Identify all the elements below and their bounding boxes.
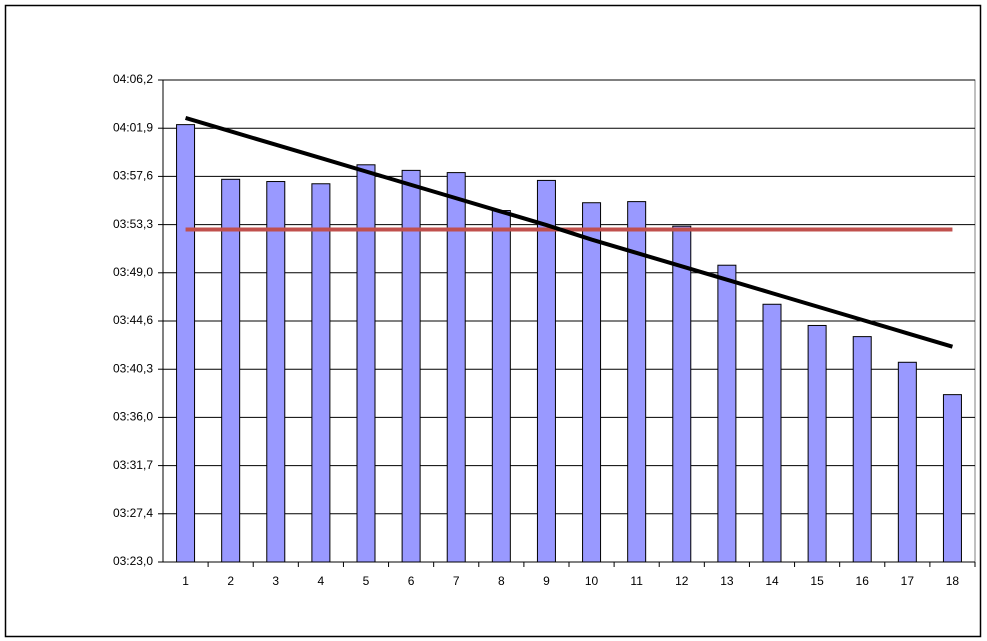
x-tick-label: 4 xyxy=(318,574,325,588)
y-tick-label: 04:06,2 xyxy=(113,72,153,86)
bar xyxy=(762,303,782,563)
y-tick-label: 03:27,4 xyxy=(113,506,153,520)
x-tick-label: 18 xyxy=(946,574,960,588)
bar xyxy=(401,169,421,563)
y-tick-label: 04:01,9 xyxy=(113,120,153,134)
x-tick-label: 17 xyxy=(901,574,915,588)
bar xyxy=(627,201,647,563)
y-tick-label: 03:40,3 xyxy=(113,361,153,375)
x-tick-label: 12 xyxy=(675,574,689,588)
bar xyxy=(176,124,196,563)
x-tick-label: 11 xyxy=(630,574,643,588)
y-tick-label: 03:31,7 xyxy=(113,458,153,472)
bar xyxy=(852,336,872,563)
bar xyxy=(266,181,286,563)
bar xyxy=(491,210,511,563)
y-tick-label: 03:44,6 xyxy=(113,313,153,327)
y-tick-label: 03:53,3 xyxy=(113,217,153,231)
bar xyxy=(446,172,466,563)
x-tick-label: 5 xyxy=(363,574,370,588)
y-tick-label: 03:36,0 xyxy=(113,410,153,424)
bar xyxy=(356,164,376,563)
x-tick-label: 7 xyxy=(453,574,460,588)
bar xyxy=(536,179,556,563)
line xyxy=(184,116,954,349)
x-tick-label: 2 xyxy=(227,574,234,588)
y-tick-label: 03:23,0 xyxy=(113,554,153,568)
bar xyxy=(582,202,602,563)
x-tick-label: 10 xyxy=(585,574,599,588)
x-tick-label: 13 xyxy=(720,574,734,588)
bar xyxy=(942,394,962,563)
bar xyxy=(672,225,692,563)
y-tick-label: 03:57,6 xyxy=(113,169,153,183)
bar xyxy=(897,361,917,563)
x-tick-label: 9 xyxy=(543,574,550,588)
bar xyxy=(221,178,241,563)
x-tick-label: 1 xyxy=(182,574,189,588)
bar xyxy=(717,264,737,563)
bar xyxy=(807,324,827,563)
x-tick-label: 3 xyxy=(272,574,279,588)
x-tick-label: 15 xyxy=(810,574,824,588)
x-tick-label: 8 xyxy=(498,574,505,588)
y-tick-label: 03:49,0 xyxy=(113,265,153,279)
bar xyxy=(311,183,331,563)
x-tick-label: 6 xyxy=(408,574,415,588)
x-tick-label: 14 xyxy=(765,574,779,588)
x-tick-label: 16 xyxy=(856,574,870,588)
